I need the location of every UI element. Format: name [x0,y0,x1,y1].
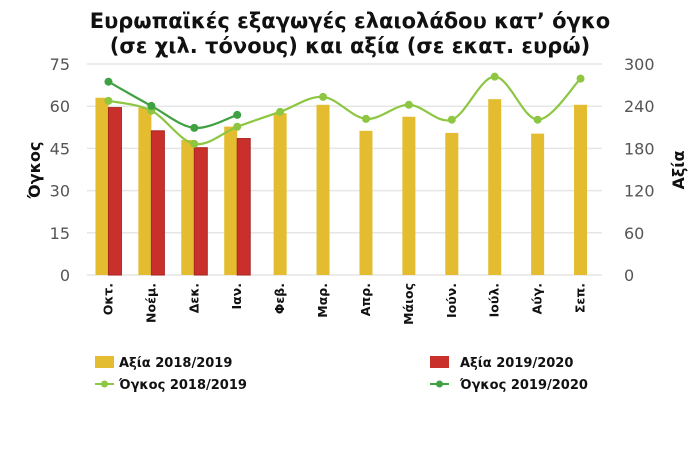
y-tick-left: 15 [50,224,70,243]
legend-item: Όγκος 2019/2020 [430,378,588,393]
bar-aksia-2019-2020 [150,130,165,276]
legend-item: Αξία 2019/2020 [430,356,573,371]
x-tick-label: Μάιος [401,283,416,325]
legend-marker-icon [101,380,108,388]
line-ogkos-2018-2019-point [233,122,242,131]
bar-aksia-2018-2019 [138,107,152,276]
line-ogkos-2018-2019-point [576,74,585,83]
bar-aksia-2018-2019 [488,99,502,276]
x-tick-label: Μαρ. [315,283,330,318]
y-tick-left: 60 [50,97,70,116]
chart-title-line2: (σε χιλ. τόνους) και αξία (σε εκατ. ευρώ… [110,34,590,58]
bar-aksia-2018-2019 [531,133,545,275]
bar-aksia-2018-2019 [273,113,287,275]
line-ogkos-2018-2019-point [104,96,113,105]
legend-label: Αξία 2018/2019 [119,356,232,371]
x-tick-label: Απρ. [358,283,373,316]
legend-label: Όγκος 2019/2020 [459,378,588,393]
bar-aksia-2019-2020 [107,107,122,276]
line-ogkos-2018-2019-point [447,115,456,124]
bar-aksia-2018-2019 [95,97,109,275]
line-ogkos-2018-2019-point [490,72,499,81]
legend-swatch [95,356,114,368]
bar-aksia-2018-2019 [224,126,238,275]
line-ogkos-2018-2019-point [361,114,370,123]
bar-aksia-2018-2019 [574,104,588,275]
x-tick-label: Σεπ. [573,283,588,313]
legend-item: Αξία 2018/2019 [95,356,232,371]
y-tick-right: 180 [624,139,655,158]
y-axis-left-label: Όγκος [25,142,44,200]
bar-aksia-2018-2019 [445,132,459,275]
chart-title-line1: Ευρωπαϊκές εξαγωγές ελαιολάδου κατ’ όγκο [90,9,610,33]
y-tick-right: 60 [624,224,644,243]
x-tick-label: Δεκ. [186,283,201,313]
bar-aksia-2019-2020 [193,147,208,276]
y-tick-right: 240 [624,97,655,116]
line-ogkos-2019-2020-point [190,123,199,132]
y-tick-left: 0 [60,266,70,285]
legend-swatch [430,356,449,368]
legend-label: Όγκος 2018/2019 [118,378,247,393]
legend-label: Αξία 2019/2020 [460,356,573,371]
x-tick-label: Οκτ. [100,283,115,315]
bar-aksia-2018-2019 [359,130,373,275]
line-ogkos-2019-2020-point [233,110,242,119]
y-axis-right-label: Αξία [669,150,688,189]
x-tick-label: Ιούν. [444,283,459,318]
line-ogkos-2018-2019-point [404,100,413,109]
x-tick-label: Ιούλ. [487,283,502,317]
x-tick-label: Αύγ. [530,283,545,314]
line-ogkos-2018-2019-point [190,139,199,148]
bar-aksia-2019-2020 [236,138,251,276]
line-ogkos-2019-2020-point [147,101,156,110]
legend-marker-icon [436,380,443,388]
y-tick-left: 30 [50,182,70,201]
y-tick-right: 300 [624,55,655,74]
line-ogkos-2018-2019-point [533,115,542,124]
line-ogkos-2018-2019 [108,75,582,146]
legend-item: Όγκος 2018/2019 [95,378,247,393]
x-tick-label: Φεβ. [272,283,287,314]
y-tick-right: 120 [624,182,655,201]
bar-aksia-2018-2019 [316,104,330,275]
line-ogkos-2018-2019-point [276,107,285,116]
y-tick-left: 75 [50,55,70,74]
y-tick-left: 45 [50,139,70,158]
x-tick-label: Νοέμ. [143,283,158,323]
bar-aksia-2018-2019 [181,139,195,275]
line-ogkos-2018-2019-point [319,92,328,101]
line-ogkos-2019-2020-point [104,77,113,86]
x-tick-label: Ιαν. [229,283,244,310]
y-tick-right: 0 [624,266,634,285]
line-ogkos-2019-2020 [107,80,238,129]
bar-aksia-2018-2019 [402,116,416,275]
